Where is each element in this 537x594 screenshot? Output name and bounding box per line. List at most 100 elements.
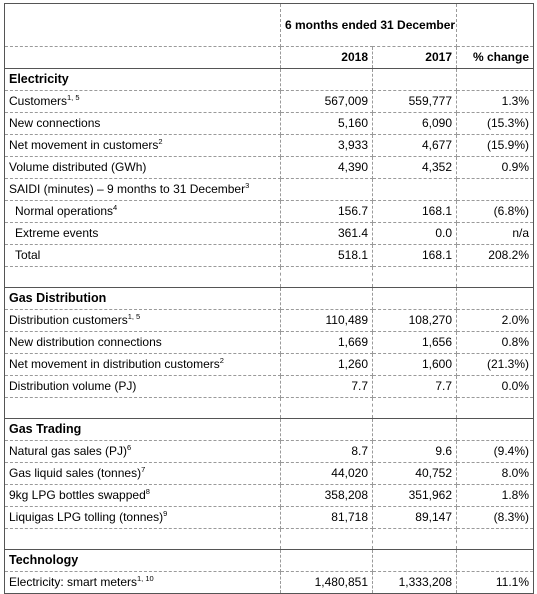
value-2018: 81,718 [280,506,373,529]
table-row: Natural gas sales (PJ)6 8.7 9.6 (9.4%) [4,440,534,463]
section-header-row: Electricity [4,68,534,91]
spacer-row [4,528,534,550]
table-row: Net movement in distribution customers2 1… [4,353,534,376]
row-label: Extreme events [4,222,281,245]
row-label: Distribution volume (PJ) [4,375,281,398]
row-label: Total [4,244,281,267]
value-2017: 168.1 [372,244,457,267]
empty-cell [456,528,534,550]
empty-cell [280,418,373,441]
value-change: 0.8% [456,331,534,354]
table-row: Liquigas LPG tolling (tonnes)9 81,718 89,1… [4,506,534,529]
row-label: Normal operations4 [4,200,281,223]
empty-cell [456,418,534,441]
value-2017: 1,600 [372,353,457,376]
row-label-text: Liquigas LPG tolling (tonnes) [9,510,164,524]
row-label-text: Net movement in customers [9,138,159,152]
table-row: Distribution volume (PJ) 7.7 7.7 0.0% [4,375,534,398]
value-change [456,178,534,201]
row-label-text: Electricity: smart meters [9,575,138,589]
value-change: (8.3%) [456,506,534,529]
col-header-2018: 2018 [280,46,373,69]
row-label-text: Normal operations [15,204,114,218]
row-label: Electricity: smart meters1, 10 [4,571,281,594]
footnote-ref: 1, 5 [127,312,141,321]
footnote-ref: 1, 5 [67,93,80,102]
empty-cell [372,266,457,288]
row-label-text: Total [15,248,41,262]
row-label: SAIDI (minutes) – 9 months to 31 Decembe… [4,178,281,201]
table-row: Gas liquid sales (tonnes)7 44,020 40,752 8.… [4,462,534,485]
value-2017: 1,656 [372,331,457,354]
row-label: Volume distributed (GWh) [4,156,281,179]
section-header-row: Technology [4,549,534,572]
value-2017: 168.1 [372,200,457,223]
empty-cell [372,287,457,310]
section-header-row: Gas Trading [4,418,534,441]
value-change: 0.9% [456,156,534,179]
table-row: Normal operations4 156.7 168.1 (6.8%) [4,200,534,223]
row-label: Liquigas LPG tolling (tonnes)9 [4,506,281,529]
value-2018: 1,480,851 [280,571,373,594]
footnote-ref: 7 [141,465,146,474]
row-label: Natural gas sales (PJ)6 [4,440,281,463]
section-title: Gas Trading [4,418,281,441]
row-label: Net movement in customers2 [4,134,281,157]
empty-cell [372,397,457,419]
col-header-change: % change [456,46,534,69]
footnote-ref: 9 [163,509,168,518]
value-2017: 4,352 [372,156,457,179]
value-2017: 40,752 [372,462,457,485]
table-row: Electricity: smart meters1, 10 1,480,851 1… [4,571,534,594]
empty-cell [372,418,457,441]
value-2018: 361.4 [280,222,373,245]
header-empty-cell [4,3,281,47]
empty-cell [280,397,373,419]
value-2017: 0.0 [372,222,457,245]
value-change: (6.8%) [456,200,534,223]
spacer-row [4,397,534,419]
row-label-text: Natural gas sales (PJ) [9,444,128,458]
value-2017: 559,777 [372,90,457,113]
header-row-period: 6 months ended 31 December [4,3,534,47]
value-2018: 4,390 [280,156,373,179]
table-row: Customers1, 5 567,009 559,777 1.3% [4,90,534,113]
row-label-text: Extreme events [15,226,99,240]
value-2017: 6,090 [372,112,457,135]
value-2018: 1,260 [280,353,373,376]
value-change: n/a [456,222,534,245]
value-2018: 156.7 [280,200,373,223]
row-label: Customers1, 5 [4,90,281,113]
value-2017: 9.6 [372,440,457,463]
empty-cell [280,528,373,550]
row-label: Net movement in distribution customers2 [4,353,281,376]
value-change: 208.2% [456,244,534,267]
footnote-ref: 2 [219,356,224,365]
value-change: (15.9%) [456,134,534,157]
value-2017: 351,962 [372,484,457,507]
value-change: (9.4%) [456,440,534,463]
table-row: New connections 5,160 6,090 (15.3%) [4,112,534,135]
footnote-ref: 1, 10 [137,574,154,583]
row-label: Distribution customers1, 5 [4,309,281,332]
section-title: Gas Distribution [4,287,281,310]
row-label: New connections [4,112,281,135]
value-2017: 4,677 [372,134,457,157]
row-label-text: Net movement in distribution customers [9,357,220,371]
section-header-row: Gas Distribution [4,287,534,310]
footnote-ref: 3 [245,181,250,190]
table-body: 6 months ended 31 December 2018 2017 % c… [4,3,534,594]
empty-cell [280,549,373,572]
table-row: Distribution customers1, 5 110,489 108,270… [4,309,534,332]
value-2017: 108,270 [372,309,457,332]
row-label-text: Customers [9,94,68,108]
value-2018: 358,208 [280,484,373,507]
empty-cell [456,397,534,419]
empty-cell [280,68,373,91]
empty-cell [280,287,373,310]
value-2017: 7.7 [372,375,457,398]
row-label-text: Distribution volume (PJ) [9,379,137,393]
header-empty-cell [456,3,534,47]
empty-cell [4,397,281,419]
